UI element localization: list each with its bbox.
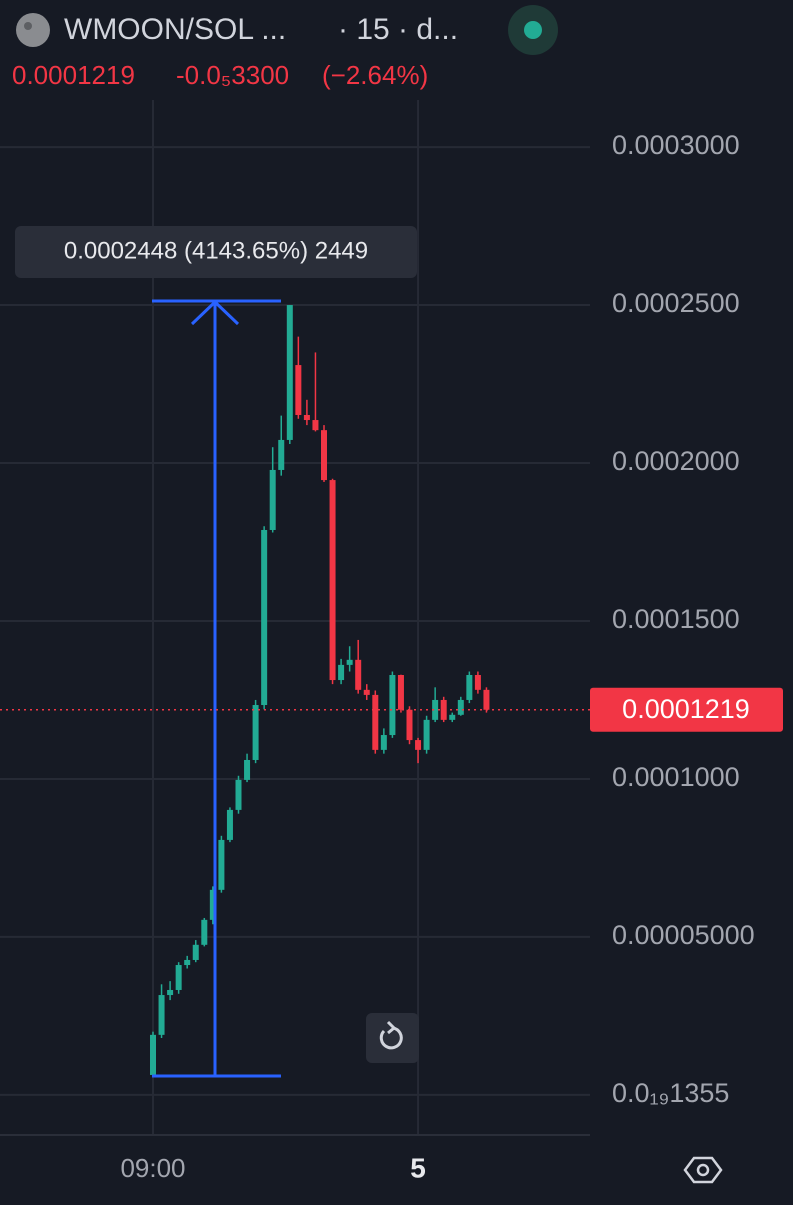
candle-body — [312, 420, 319, 431]
last-price-label: 0.0001219 — [622, 694, 750, 724]
candle-body — [380, 735, 387, 750]
candle-body — [483, 689, 490, 710]
measure-label: 0.0002448 (4143.65%) 2449 — [64, 237, 368, 264]
y-tick-label: 0.00005000 — [612, 920, 755, 950]
y-tick-label: 0.0002500 — [612, 288, 740, 318]
x-tick-label: 5 — [410, 1152, 426, 1183]
status-dot — [524, 21, 542, 39]
candle-body — [432, 699, 439, 720]
y-tick-label: 0.0₁₉1355 — [612, 1078, 729, 1108]
candle-body — [474, 675, 481, 690]
candle-body — [158, 995, 165, 1035]
measure-arrow — [190, 299, 240, 326]
candle-body — [329, 480, 336, 681]
candle-body — [397, 675, 404, 710]
token-icon-crater — [24, 22, 32, 30]
candle-body — [175, 965, 182, 990]
candle-body — [363, 689, 370, 695]
candles-layer — [150, 305, 490, 1075]
candle-body — [269, 469, 276, 530]
candle-body — [184, 959, 191, 966]
candle-body — [218, 839, 225, 890]
settings-button[interactable] — [683, 1156, 723, 1184]
candle-body — [226, 809, 233, 840]
measure-tool[interactable] — [152, 299, 281, 1078]
measure-tooltip — [15, 226, 417, 278]
y-tick-label: 0.0001500 — [612, 604, 740, 634]
symbol[interactable]: WMOON/SOL ... — [64, 13, 286, 46]
last-price-box — [590, 687, 783, 732]
candle-body — [346, 659, 353, 665]
reset-icon-arrow — [386, 1020, 397, 1035]
reset-icon — [379, 1026, 403, 1050]
candle-body — [372, 694, 379, 750]
candle-body — [244, 759, 251, 780]
candle-body — [286, 305, 293, 440]
header-price: 0.0001219 — [12, 60, 135, 90]
candle-body — [150, 1034, 156, 1075]
y-tick-label: 0.0003000 — [612, 130, 740, 160]
candle-body — [423, 719, 430, 750]
y-tick-label: 0.0002000 — [612, 446, 740, 476]
candle-body — [201, 919, 208, 945]
candle-body — [449, 714, 456, 720]
candle-body — [167, 989, 174, 996]
candle-body — [338, 664, 345, 681]
token-icon — [16, 13, 50, 47]
header-change: -0.0₅3300 — [176, 60, 289, 90]
x-tick-label: 09:00 — [120, 1153, 185, 1183]
candle-body — [415, 740, 422, 750]
candle-body — [406, 709, 413, 741]
candle-body — [261, 529, 268, 706]
candle-body — [235, 779, 242, 810]
candle-body — [389, 675, 396, 736]
candle-body — [295, 365, 302, 415]
settings-icon-center — [696, 1163, 710, 1177]
candle-body — [440, 699, 447, 720]
interval[interactable]: · 15 · d... — [338, 13, 458, 46]
candle-body — [321, 430, 327, 481]
reset-button[interactable] — [366, 1013, 419, 1063]
candle-body — [355, 659, 362, 690]
candle-body — [209, 889, 216, 920]
candle-body — [466, 675, 473, 700]
candle-body — [303, 414, 310, 421]
candle-body — [252, 705, 259, 760]
header-change-percent: (−2.64%) — [322, 60, 428, 90]
candle-body — [457, 699, 464, 715]
y-tick-label: 0.0001000 — [612, 762, 740, 792]
candle-body — [278, 439, 285, 470]
candle-body — [192, 944, 199, 960]
